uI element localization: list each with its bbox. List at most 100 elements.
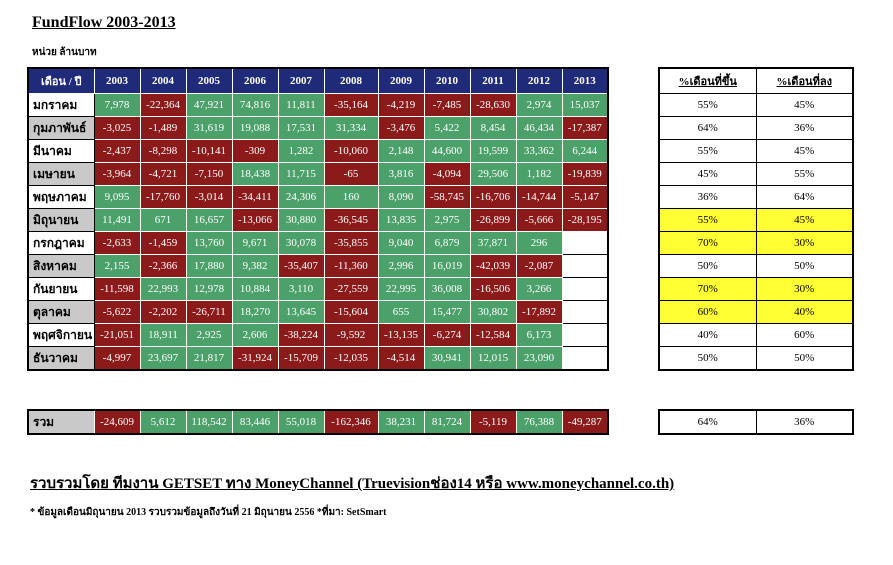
month-label: มีนาคม [27, 139, 95, 163]
month-label: พฤษภาคม [27, 185, 95, 209]
value-cell: -28,195 [561, 208, 609, 232]
value-cell: 655 [377, 300, 425, 324]
value-cell: -19,839 [561, 162, 609, 186]
percent-down-cell: 30% [755, 277, 854, 301]
percent-down-cell: 55% [755, 162, 854, 186]
table-row: ธันวาคม -4,997 23,697 21,817 -31,924 -15,709-… [27, 346, 609, 371]
percent-row: 70% 30% [658, 231, 854, 255]
total-row: รวม -24,609 5,612 118,542 83,446 55,018 -162,… [27, 409, 609, 435]
value-cell: 2,925 [185, 323, 233, 347]
percent-up-cell: 55% [658, 93, 757, 117]
value-cell: 2,996 [377, 254, 425, 278]
value-cell: -3,025 [93, 116, 141, 140]
value-cell: -5,147 [561, 185, 609, 209]
total-table: รวม -24,609 5,612 118,542 83,446 55,018 -162,… [27, 409, 609, 435]
value-cell [561, 231, 609, 255]
value-cell: -2,633 [93, 231, 141, 255]
value-cell: -3,014 [185, 185, 233, 209]
value-cell: -2,087 [515, 254, 563, 278]
percent-total-table: 64% 36% [658, 409, 854, 435]
percent-table: %เดือนที่ขึ้น %เดือนที่ลง 55% 45% 64% 36% 55… [658, 67, 854, 371]
value-cell: 30,880 [277, 208, 325, 232]
value-cell: 15,477 [423, 300, 471, 324]
percent-total-up: 64% [658, 409, 757, 435]
value-cell: -16,506 [469, 277, 517, 301]
percent-row: 60% 40% [658, 300, 854, 324]
percent-up-cell: 55% [658, 208, 757, 232]
percent-row: 50% 50% [658, 346, 854, 371]
value-cell: 19,088 [231, 116, 279, 140]
value-cell: -35,407 [277, 254, 325, 278]
value-cell: 1,282 [277, 139, 325, 163]
year-header-2012: 2012 [515, 67, 563, 94]
year-header-2009: 2009 [377, 67, 425, 94]
value-cell: -4,094 [423, 162, 471, 186]
value-cell: -1,489 [139, 116, 187, 140]
percent-down-cell: 45% [755, 208, 854, 232]
value-cell: 11,491 [93, 208, 141, 232]
percent-header-row: %เดือนที่ขึ้น %เดือนที่ลง [658, 67, 854, 94]
total-value-cell: 38,231 [377, 409, 425, 435]
value-cell: 3,266 [515, 277, 563, 301]
value-cell: 160 [323, 185, 379, 209]
value-cell: -22,364 [139, 93, 187, 117]
value-cell: 16,657 [185, 208, 233, 232]
percent-row: 55% 45% [658, 93, 854, 117]
total-value-cell: -162,346 [323, 409, 379, 435]
percent-down-cell: 60% [755, 323, 854, 347]
value-cell: 9,095 [93, 185, 141, 209]
percent-down-cell: 30% [755, 231, 854, 255]
value-cell: 671 [139, 208, 187, 232]
percent-up-cell: 64% [658, 116, 757, 140]
value-cell: 6,244 [561, 139, 609, 163]
value-cell: -58,745 [423, 185, 471, 209]
value-cell: 9,382 [231, 254, 279, 278]
value-cell: -35,164 [323, 93, 379, 117]
value-cell: -4,721 [139, 162, 187, 186]
percent-row: 50% 50% [658, 254, 854, 278]
percent-row: 40% 60% [658, 323, 854, 347]
value-cell: 2,148 [377, 139, 425, 163]
year-header-2008: 2008 [323, 67, 379, 94]
credit-line: รวบรวมโดย ทีมงาน GETSET ทาง MoneyChannel… [30, 476, 675, 492]
value-cell: -309 [231, 139, 279, 163]
table-row: มีนาคม -2,437 -8,298 -10,141 -309 1,282 -10,06… [27, 139, 609, 163]
value-cell: 8,454 [469, 116, 517, 140]
percent-down-cell: 50% [755, 346, 854, 371]
value-cell: 3,816 [377, 162, 425, 186]
value-cell: -26,711 [185, 300, 233, 324]
percent-row: 36% 64% [658, 185, 854, 209]
value-cell: -6,274 [423, 323, 471, 347]
year-header-2013: 2013 [561, 67, 609, 94]
value-cell: -36,545 [323, 208, 379, 232]
total-value-cell: 118,542 [185, 409, 233, 435]
value-cell: -15,709 [277, 346, 325, 371]
value-cell: 22,993 [139, 277, 187, 301]
year-header-2003: 2003 [93, 67, 141, 94]
value-cell: 36,008 [423, 277, 471, 301]
value-cell: 12,978 [185, 277, 233, 301]
value-cell: 30,078 [277, 231, 325, 255]
value-cell: 2,975 [423, 208, 471, 232]
value-cell: 18,270 [231, 300, 279, 324]
value-cell: -27,559 [323, 277, 379, 301]
total-value-cell: 83,446 [231, 409, 279, 435]
table-row: เมษายน -3,964 -4,721 -7,150 18,438 11,715 -65 3… [27, 162, 609, 186]
percent-down-cell: 40% [755, 300, 854, 324]
value-cell: 2,974 [515, 93, 563, 117]
year-header-2006: 2006 [231, 67, 279, 94]
value-cell: -42,039 [469, 254, 517, 278]
month-label: มกราคม [27, 93, 95, 117]
value-cell: -28,630 [469, 93, 517, 117]
value-cell: 47,921 [185, 93, 233, 117]
value-cell: -26,899 [469, 208, 517, 232]
total-value-cell: 5,612 [139, 409, 187, 435]
table-row: กุมภาพันธ์ -3,025 -1,489 31,619 19,088 17,531… [27, 116, 609, 140]
total-value-cell: -5,119 [469, 409, 517, 435]
percent-up-cell: 60% [658, 300, 757, 324]
value-cell: 13,835 [377, 208, 425, 232]
total-value-cell: 55,018 [277, 409, 325, 435]
month-year-header: เดือน / ปี [27, 67, 95, 94]
value-cell: 6,173 [515, 323, 563, 347]
percent-total-row: 64% 36% [658, 409, 854, 435]
